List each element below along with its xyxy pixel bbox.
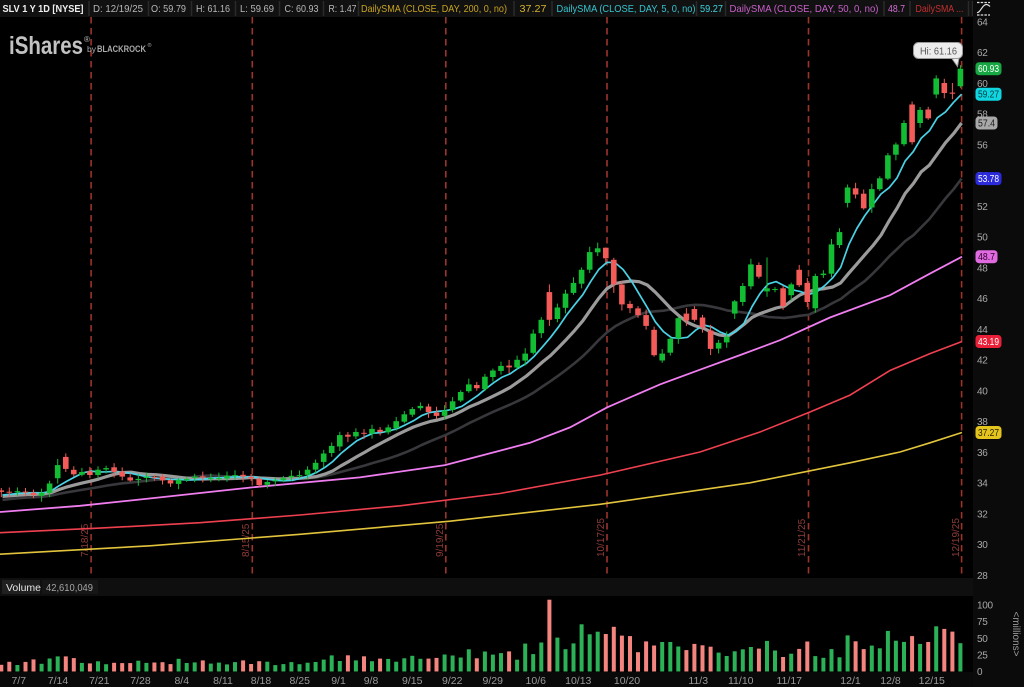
svg-text:9/19/25: 9/19/25 <box>435 523 446 557</box>
svg-text:11/3: 11/3 <box>688 675 708 687</box>
svg-text:30: 30 <box>977 540 988 551</box>
svg-text:38: 38 <box>977 417 988 428</box>
svg-text:52: 52 <box>977 202 988 213</box>
svg-text:7/28: 7/28 <box>130 675 151 687</box>
svg-text:32: 32 <box>977 509 988 520</box>
svg-text:iShares: iShares <box>9 32 83 60</box>
svg-text:DailySMA (CLOSE, DAY, 200, 0,: DailySMA (CLOSE, DAY, 200, 0, no) <box>361 3 507 15</box>
svg-text:8/4: 8/4 <box>174 675 189 687</box>
svg-text:R: 1.47: R: 1.47 <box>329 3 357 15</box>
svg-text:36: 36 <box>977 448 988 459</box>
svg-text:DailySMA (CLOSE, DAY, 5, 0, no: DailySMA (CLOSE, DAY, 5, 0, no) <box>557 3 696 15</box>
svg-text:42,610,049: 42,610,049 <box>46 582 93 594</box>
svg-text:BLACKROCK: BLACKROCK <box>97 44 146 54</box>
svg-text:®: ® <box>84 35 90 44</box>
svg-text:50: 50 <box>977 233 988 244</box>
svg-text:8/18: 8/18 <box>251 675 272 687</box>
svg-text:48: 48 <box>977 263 988 274</box>
svg-text:L: 59.69: L: 59.69 <box>240 3 274 15</box>
svg-text:40: 40 <box>977 386 988 397</box>
svg-text:60.93: 60.93 <box>978 64 999 75</box>
svg-text:10/20: 10/20 <box>614 675 640 687</box>
svg-text:12/1: 12/1 <box>840 675 861 687</box>
svg-text:12/15: 12/15 <box>919 675 945 687</box>
svg-text:57.4: 57.4 <box>978 119 995 130</box>
svg-text:50: 50 <box>977 634 988 645</box>
svg-text:9/1: 9/1 <box>331 675 346 687</box>
svg-text:75: 75 <box>977 617 988 628</box>
svg-text:48.7: 48.7 <box>978 252 995 263</box>
svg-text:44: 44 <box>977 325 988 336</box>
svg-text:58: 58 <box>977 110 988 121</box>
svg-text:34: 34 <box>977 479 988 490</box>
svg-text:100: 100 <box>977 601 994 612</box>
svg-text:37.27: 37.27 <box>978 428 999 439</box>
svg-text:DailySMA (CLOSE, DAY, 50, 0, n: DailySMA (CLOSE, DAY, 50, 0, no) <box>730 3 879 15</box>
svg-text:®: ® <box>148 42 152 49</box>
svg-text:9/29: 9/29 <box>483 675 504 687</box>
svg-text:46: 46 <box>977 294 988 305</box>
svg-text:Volume: Volume <box>6 582 41 594</box>
svg-text:7/21: 7/21 <box>89 675 110 687</box>
svg-text:7/7: 7/7 <box>11 675 26 687</box>
svg-text:43.19: 43.19 <box>978 337 999 348</box>
svg-text:SLV 1 Y 1D [NYSE]: SLV 1 Y 1D [NYSE] <box>3 3 84 15</box>
svg-text:53.78: 53.78 <box>978 174 999 185</box>
svg-text:12/19/25: 12/19/25 <box>951 518 962 557</box>
svg-text:9/15: 9/15 <box>402 675 423 687</box>
svg-text:12/8: 12/8 <box>880 675 901 687</box>
svg-text:7/14: 7/14 <box>48 675 69 687</box>
svg-text:11/21/25: 11/21/25 <box>797 518 808 557</box>
svg-text:H: 61.16: H: 61.16 <box>196 3 230 15</box>
svg-text:Hi: 61.16: Hi: 61.16 <box>920 47 957 58</box>
svg-text:60: 60 <box>977 79 988 90</box>
svg-text:56: 56 <box>977 140 988 151</box>
svg-text:37.27: 37.27 <box>520 3 547 15</box>
svg-text:7/18/25: 7/18/25 <box>80 523 91 557</box>
svg-text:11/17: 11/17 <box>777 675 803 687</box>
svg-text:64: 64 <box>977 17 988 28</box>
svg-text:62: 62 <box>977 48 988 59</box>
svg-text:10/17/25: 10/17/25 <box>596 518 607 557</box>
svg-text:59.27: 59.27 <box>700 3 723 15</box>
svg-text:DailySMA ...: DailySMA ... <box>916 3 964 15</box>
svg-text:10/6: 10/6 <box>526 675 547 687</box>
svg-text:8/15/25: 8/15/25 <box>241 523 252 557</box>
svg-text:48.7: 48.7 <box>888 3 905 15</box>
svg-text:10/13: 10/13 <box>565 675 591 687</box>
svg-text:0: 0 <box>977 667 983 678</box>
svg-text:11/10: 11/10 <box>728 675 754 687</box>
svg-text:C: 60.93: C: 60.93 <box>285 3 319 15</box>
svg-text:D: 12/19/25: D: 12/19/25 <box>93 3 143 15</box>
svg-text:8/25: 8/25 <box>290 675 311 687</box>
svg-text:42: 42 <box>977 356 988 367</box>
svg-text:<millions>: <millions> <box>1010 611 1021 656</box>
svg-text:O: 59.79: O: 59.79 <box>151 3 186 15</box>
svg-text:25: 25 <box>977 650 988 661</box>
svg-text:by: by <box>87 44 97 54</box>
svg-text:59.27: 59.27 <box>978 90 999 101</box>
svg-text:9/8: 9/8 <box>364 675 379 687</box>
svg-text:8/11: 8/11 <box>213 675 233 687</box>
svg-text:28: 28 <box>977 571 988 582</box>
svg-text:9/22: 9/22 <box>442 675 463 687</box>
